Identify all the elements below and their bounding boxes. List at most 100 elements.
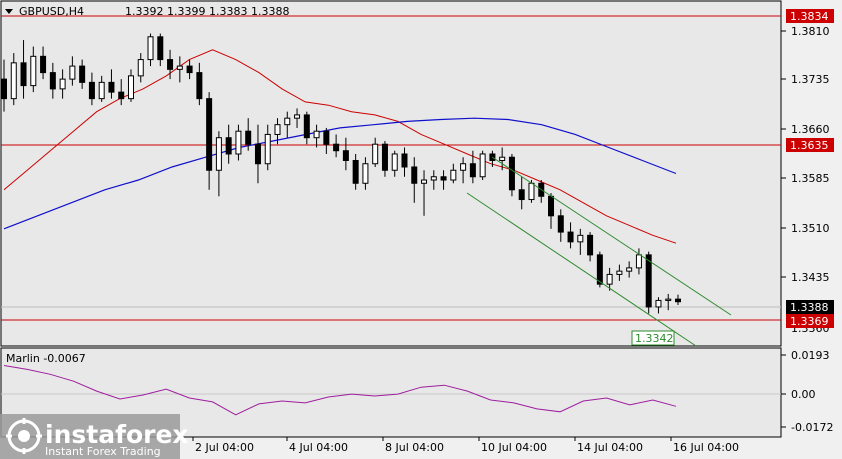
time-label: 16 Jul 04:00 [673,441,739,454]
channel-lower-line[interactable] [466,192,697,347]
price-tick: 1.3660 [791,123,830,136]
price-panel[interactable] [0,0,782,347]
candle-body-bearish [88,81,95,100]
candle-body-bullish [421,179,428,184]
slow-ma-line [3,117,677,230]
candle-body-bearish [596,254,603,285]
candle-body-bullish [69,65,76,80]
channel-upper-line[interactable] [491,156,732,316]
price-tick: 1.3585 [791,172,830,185]
time-label: 10 Jul 04:00 [481,441,547,454]
candle-body-bullish [147,36,154,61]
symbol-label: GBPUSD,H4 [19,5,84,18]
dropdown-triangle-icon[interactable] [5,9,13,14]
candle-body-bearish [401,153,408,168]
candle-body-bearish [440,176,447,181]
candle-body-bullish [127,75,134,100]
candle-body-bullish [176,65,183,70]
level-tag-middle: 1.3635 [786,138,834,152]
candle-body-bearish [675,298,681,303]
candle-body-bearish [508,156,515,191]
indicator-label: Marlin -0.0067 [6,352,86,365]
candle-body-bullish [264,133,271,165]
candlestick-series [1,33,681,314]
indicator-tick: 0.00 [791,388,816,401]
candle-body-bullish [98,81,105,100]
time-label: 4 Jul 04:00 [289,441,348,454]
candle-body-bearish [20,62,27,87]
candle-body-bullish [235,130,242,155]
candle-body-bearish [157,36,164,61]
current-price-text: 1.3388 [790,301,829,314]
indicator-tick: -0.0172 [791,421,833,434]
candle-body-bullish [362,163,369,184]
price-tick: 1.3735 [791,73,830,86]
ohlc-values: 1.3392 1.3399 1.3383 1.3388 [125,5,289,18]
candle-body-bearish [645,254,652,308]
candle-body-bullish [430,176,437,181]
time-label: 14 Jul 04:00 [577,441,643,454]
indicator-tick: 0.0193 [791,349,830,362]
candle-body-bearish [411,166,418,184]
time-axis: 2 Jul 04:00 4 Jul 04:00 8 Jul 04:00 10 J… [192,437,739,454]
time-label: 2 Jul 04:00 [195,441,254,454]
price-tick: 1.3435 [791,271,830,284]
candle-body-bearish [49,72,56,90]
candle-body-bullish [460,163,467,171]
candle-body-bullish [137,59,144,77]
candle-body-bearish [518,189,525,201]
candle-body-bullish [626,267,633,272]
candle-body-bullish [10,62,17,100]
horizontal-levels [1,15,781,321]
brand-tagline: Instant Forex Trading [45,445,161,458]
candle-body-bullish [313,130,320,139]
oscillator-line [3,365,677,416]
level-tag-top-text: 1.3834 [790,10,829,23]
candle-body-bearish [245,130,252,145]
price-tick: 1.3510 [791,222,830,235]
candle-body-bearish [323,130,330,145]
candle-body-bearish [333,143,340,152]
candle-body-bearish [186,65,193,74]
candle-body-bearish [196,72,203,100]
current-price-tag: 1.3388 [786,300,834,314]
candle-body-bearish [40,55,47,74]
candle-body-bullish [30,55,37,87]
candle-body-bullish [635,254,642,269]
candle-body-bullish [616,270,623,275]
candle-body-bearish [567,231,574,243]
candle-body-bearish [548,195,555,217]
price-tick: 1.3810 [791,25,830,38]
indicator-axis: 0.0193 0.00 -0.0172 [781,349,833,434]
candle-body-bearish [352,159,359,184]
fast-ma-line [3,49,677,244]
candle-body-bearish [469,163,476,178]
brand-name: instaforex [45,420,189,449]
candle-body-bullish [294,114,301,119]
candle-body-bullish [606,273,613,285]
candle-body-bearish [167,59,174,70]
candle-body-bullish [372,143,379,165]
instaforex-watermark: instaforex Instant Forex Trading [0,414,189,459]
candle-body-bullish [215,137,222,171]
candle-body-bearish [108,81,115,93]
descending-channel[interactable] [466,156,732,347]
candle-body-bearish [587,234,594,256]
candle-body-bullish [577,234,584,243]
level-tag-middle-text: 1.3635 [790,139,829,152]
candle-body-bullish [499,156,506,161]
candle-body-bullish [450,169,457,181]
time-label: 8 Jul 04:00 [385,441,444,454]
candle-body-bullish [665,298,672,301]
candle-body-bullish [655,299,662,308]
level-tag-bottom-text: 1.3369 [790,315,829,328]
candle-body-bearish [342,150,349,161]
candle-body-bearish [303,114,310,139]
level-tag-top: 1.3834 [786,9,834,23]
candle-body-bearish [206,98,213,171]
channel-price-text: 1.3342 [635,332,674,345]
candle-body-bearish [118,91,125,100]
candle-body-bullish [284,117,291,126]
level-tag-bottom: 1.3369 [786,314,834,328]
